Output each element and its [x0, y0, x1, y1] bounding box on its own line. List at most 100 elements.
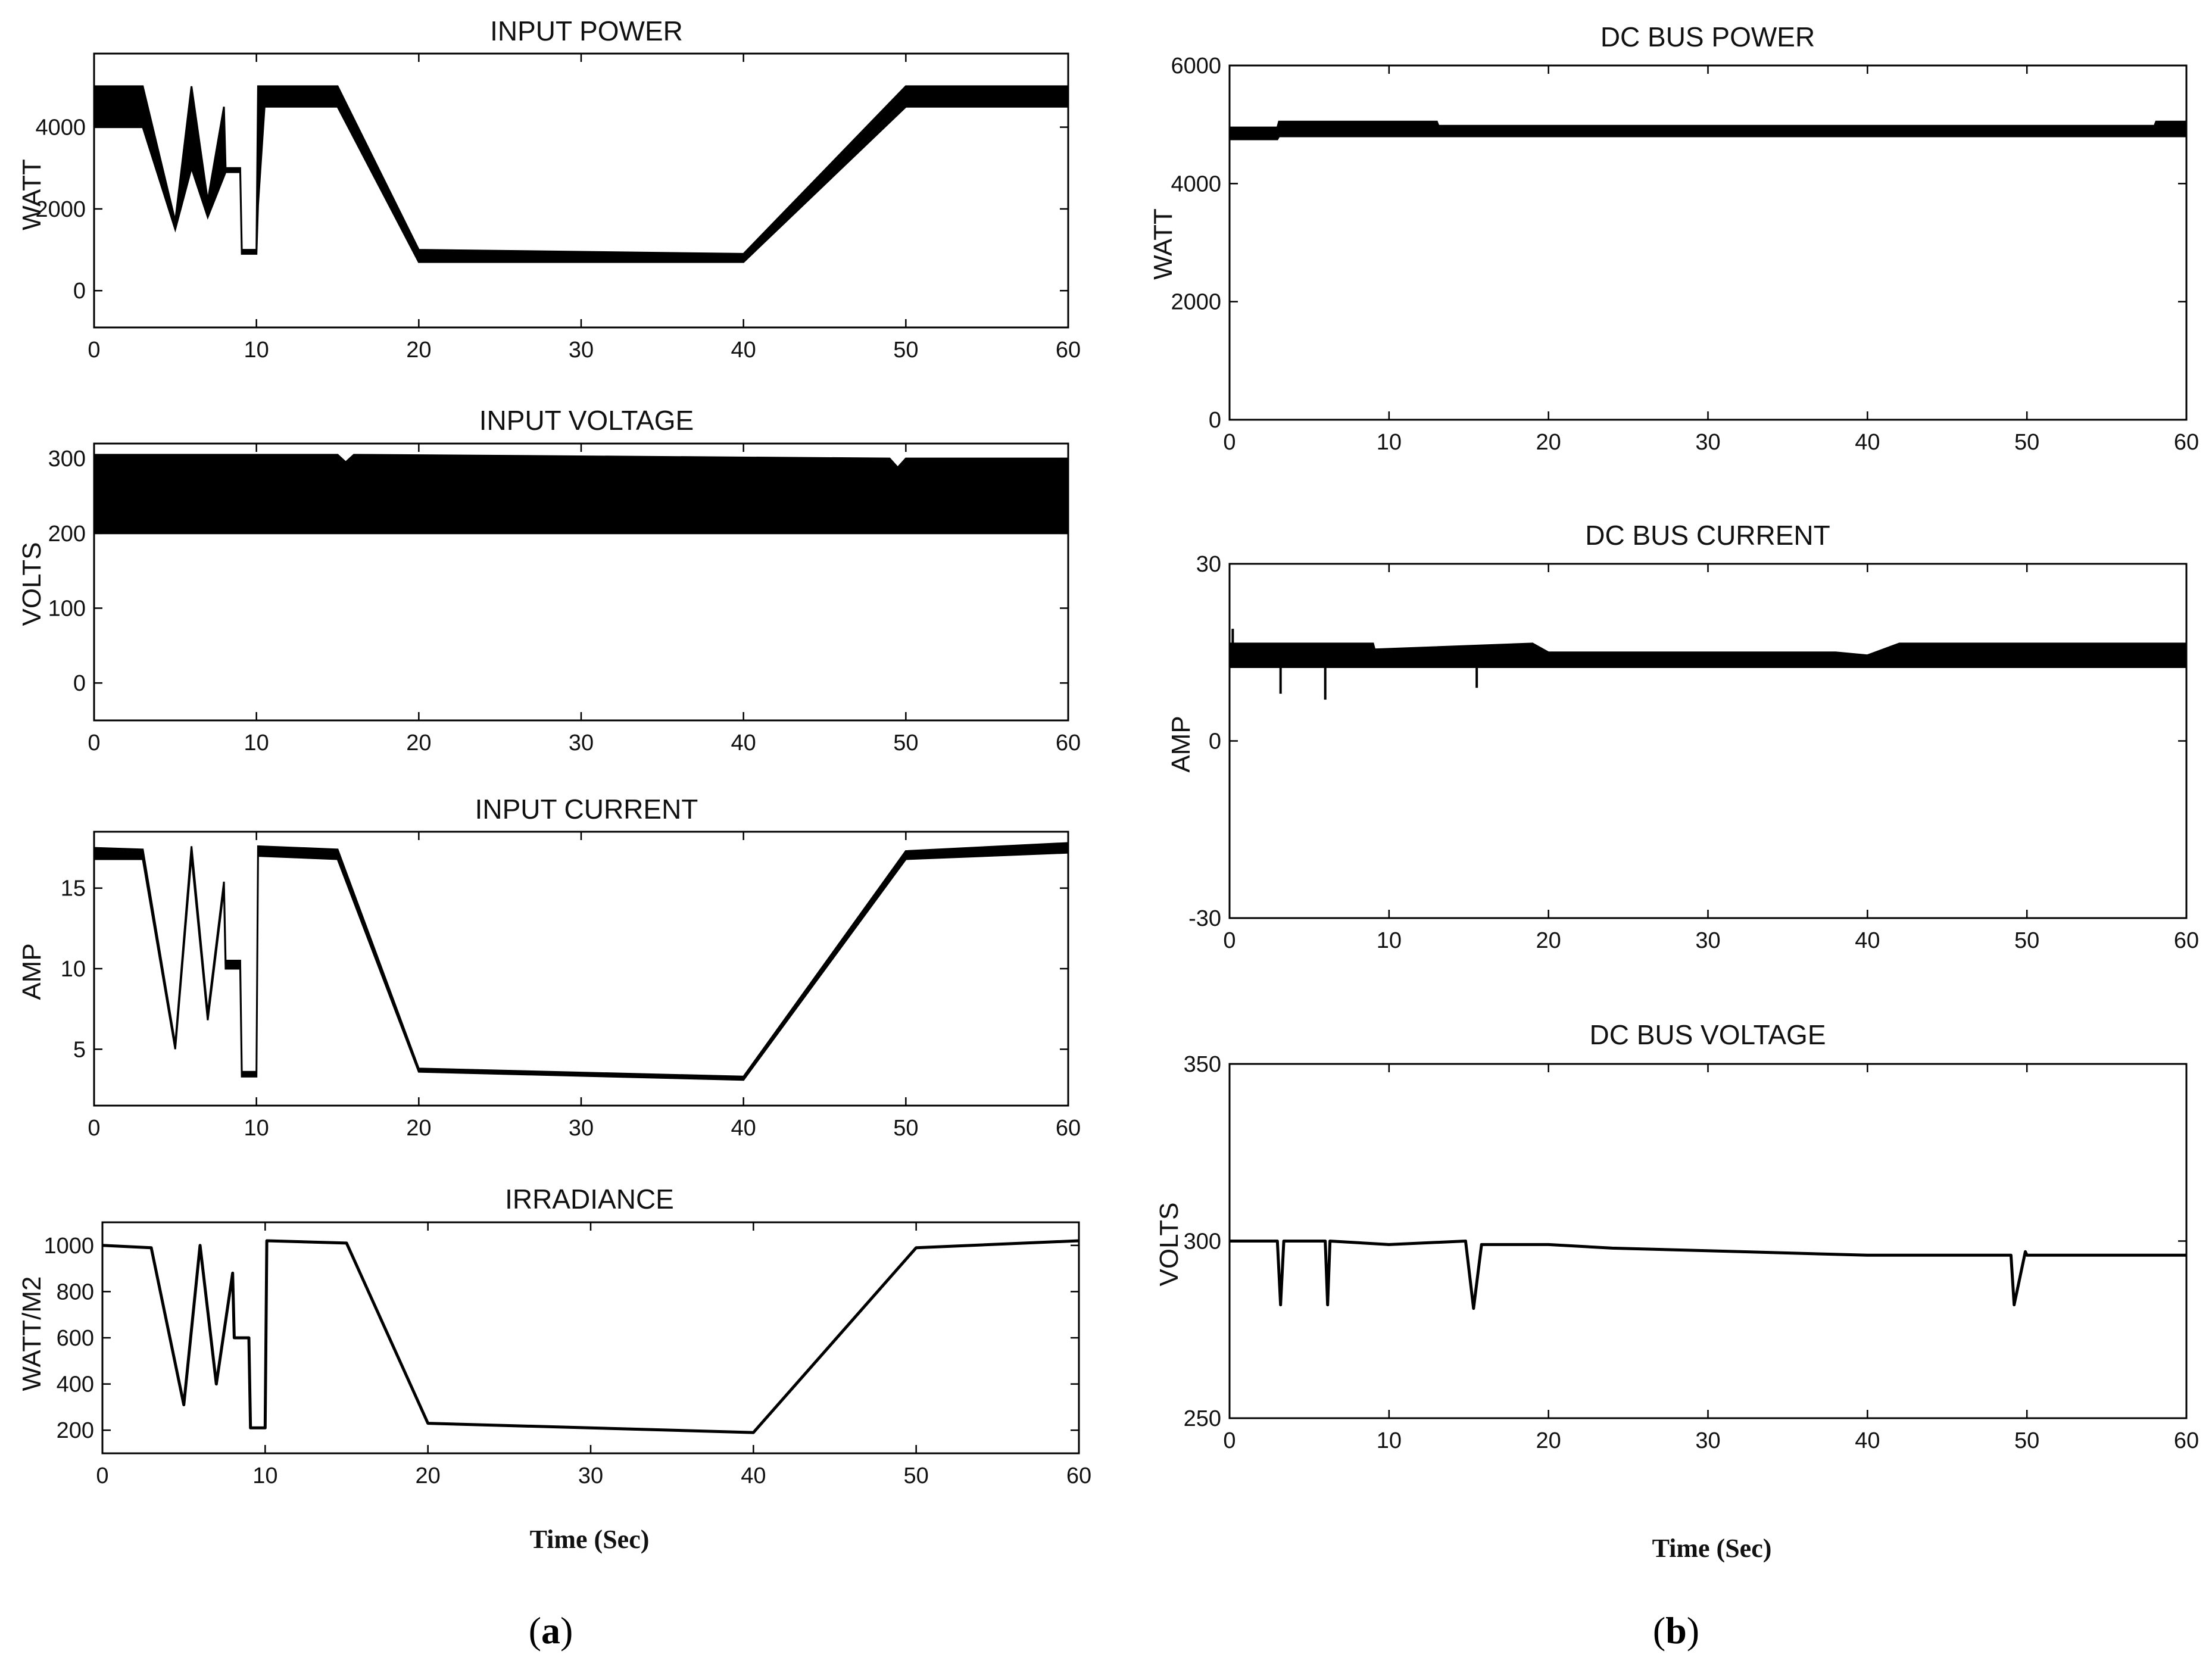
- x-tick-label: 30: [1695, 928, 1720, 953]
- x-tick-label: 50: [2014, 928, 2039, 953]
- panel-irradiance: IRRADIANCE WATT/M2 Time (Sec) 0 10 20 30 40 5…: [17, 1184, 1091, 1554]
- x-tick-label: 20: [1536, 430, 1561, 455]
- y-axis-label: AMP: [1166, 716, 1196, 772]
- chart-title: DC BUS POWER: [1600, 21, 1815, 52]
- y-axis-label: VOLTS: [17, 542, 46, 626]
- x-tick-label: 40: [731, 731, 756, 756]
- x-tick-label: 20: [406, 338, 431, 363]
- panel-input-current: INPUT CURRENT AMP 0 10 20 30 40 50 60 5 10 15: [17, 794, 1081, 1141]
- y-tick-label: 4000: [35, 116, 86, 141]
- y-tick-label: 0: [73, 279, 86, 304]
- x-tick-label: 40: [731, 338, 756, 363]
- x-tick-label: 40: [741, 1463, 766, 1488]
- x-tick-label: 50: [2014, 430, 2039, 455]
- x-axis-label: Time (Sec): [1652, 1534, 1772, 1563]
- plot-input-current: 0 10 20 30 40 50 60 5 10 15: [61, 831, 1081, 1141]
- x-tick-label: 40: [1855, 928, 1880, 953]
- x-tick-label: 10: [244, 1116, 269, 1141]
- series-line: [1230, 1240, 2186, 1310]
- plot-irradiance: 0 10 20 30 40 50 60 200 400 600 800 1000: [43, 1221, 1091, 1488]
- x-tick-label: 50: [904, 1463, 929, 1488]
- x-tick-label: 60: [1056, 1116, 1081, 1141]
- y-tick-label: 600: [57, 1326, 94, 1351]
- y-tick-label: 350: [1184, 1052, 1221, 1077]
- y-tick-label: 4000: [1171, 171, 1221, 196]
- y-tick-label: 300: [1184, 1229, 1221, 1254]
- y-tick-label: 250: [1184, 1406, 1221, 1431]
- y-tick-label: 100: [48, 596, 86, 621]
- y-axis-label: VOLTS: [1155, 1202, 1184, 1286]
- x-tick-label: 10: [244, 338, 269, 363]
- x-tick-label: 40: [1855, 430, 1880, 455]
- y-axis-label: WATT/M2: [17, 1276, 46, 1391]
- x-tick-label: 20: [416, 1463, 441, 1488]
- x-tick-label: 0: [88, 1116, 100, 1141]
- x-tick-label: 10: [1377, 430, 1402, 455]
- y-tick-label: 200: [48, 522, 86, 547]
- x-tick-label: 0: [88, 731, 100, 756]
- y-tick-label: 5: [73, 1037, 86, 1062]
- panel-dc-bus-power: DC BUS POWER WATT 0 10 20 30 40 50 60 0 2000 4000…: [1149, 21, 2199, 455]
- x-tick-label: 50: [893, 731, 918, 756]
- x-tick-label: 0: [88, 338, 100, 363]
- x-axis-label: Time (Sec): [530, 1525, 650, 1554]
- chart-title: INPUT VOLTAGE: [479, 405, 694, 436]
- x-tick-label: 0: [96, 1463, 108, 1488]
- y-tick-label: 6000: [1171, 54, 1221, 79]
- x-tick-label: 20: [406, 1116, 431, 1141]
- y-tick-label: 0: [1209, 729, 1221, 754]
- x-tick-label: 60: [2174, 928, 2199, 953]
- x-tick-label: 60: [1066, 1463, 1091, 1488]
- chart-title: DC BUS VOLTAGE: [1589, 1019, 1826, 1050]
- x-tick-label: 30: [569, 731, 594, 756]
- panel-dc-bus-voltage: DC BUS VOLTAGE VOLTS Time (Sec) 0 10 20 30 4…: [1155, 1019, 2199, 1563]
- x-tick-label: 30: [569, 1116, 594, 1141]
- x-tick-label: 0: [1223, 430, 1236, 455]
- x-tick-label: 50: [893, 338, 918, 363]
- y-tick-label: 15: [61, 876, 86, 901]
- series-band: [93, 454, 1069, 535]
- x-tick-label: 40: [731, 1116, 756, 1141]
- x-tick-label: 0: [1223, 928, 1236, 953]
- series-line: [102, 1239, 1080, 1434]
- x-tick-label: 40: [1855, 1428, 1880, 1453]
- x-tick-label: 20: [406, 731, 431, 756]
- x-tick-label: 50: [2014, 1428, 2039, 1453]
- y-tick-label: 10: [61, 957, 86, 982]
- x-tick-label: 60: [1056, 338, 1081, 363]
- x-tick-label: 30: [1695, 430, 1720, 455]
- x-tick-label: 60: [2174, 430, 2199, 455]
- y-tick-label: 0: [1209, 408, 1221, 433]
- x-tick-label: 10: [1377, 1428, 1402, 1453]
- y-tick-label: 400: [57, 1372, 94, 1397]
- y-axis-label: WATT: [17, 159, 46, 230]
- y-tick-label: 1000: [43, 1234, 94, 1259]
- y-tick-label: -30: [1188, 906, 1221, 931]
- plot-input-power: 0 10 20 30 40 50 60 0 2000 4000: [35, 52, 1081, 363]
- chart-title: INPUT POWER: [490, 15, 683, 46]
- y-tick-label: 800: [57, 1279, 94, 1304]
- x-tick-label: 10: [1377, 928, 1402, 953]
- subfigure-label-b: (b): [1653, 1609, 1699, 1652]
- y-tick-label: 2000: [35, 197, 86, 222]
- y-tick-label: 30: [1196, 552, 1221, 577]
- plot-dc-bus-power: 0 10 20 30 40 50 60 0 2000 4000 6000: [1171, 54, 2199, 455]
- chart-title: IRRADIANCE: [505, 1184, 674, 1215]
- y-tick-label: 2000: [1171, 290, 1221, 315]
- subfigure-label-a: (a): [529, 1609, 573, 1652]
- x-tick-label: 50: [893, 1116, 918, 1141]
- x-tick-label: 20: [1536, 1428, 1561, 1453]
- x-tick-label: 60: [2174, 1428, 2199, 1453]
- x-tick-label: 60: [1056, 731, 1081, 756]
- plot-input-voltage: 0 10 20 30 40 50 60 0 100 200 300: [48, 442, 1081, 756]
- x-tick-label: 30: [569, 338, 594, 363]
- y-tick-label: 200: [57, 1418, 94, 1443]
- panel-input-power: INPUT POWER WATT 0 10 20 30 40 50 60 0 2000 4000: [17, 15, 1081, 363]
- plot-dc-bus-voltage: 0 10 20 30 40 50 60 250 300 350: [1184, 1052, 2199, 1453]
- x-tick-label: 30: [578, 1463, 603, 1488]
- y-tick-label: 300: [48, 447, 86, 472]
- y-axis-label: AMP: [17, 943, 46, 1000]
